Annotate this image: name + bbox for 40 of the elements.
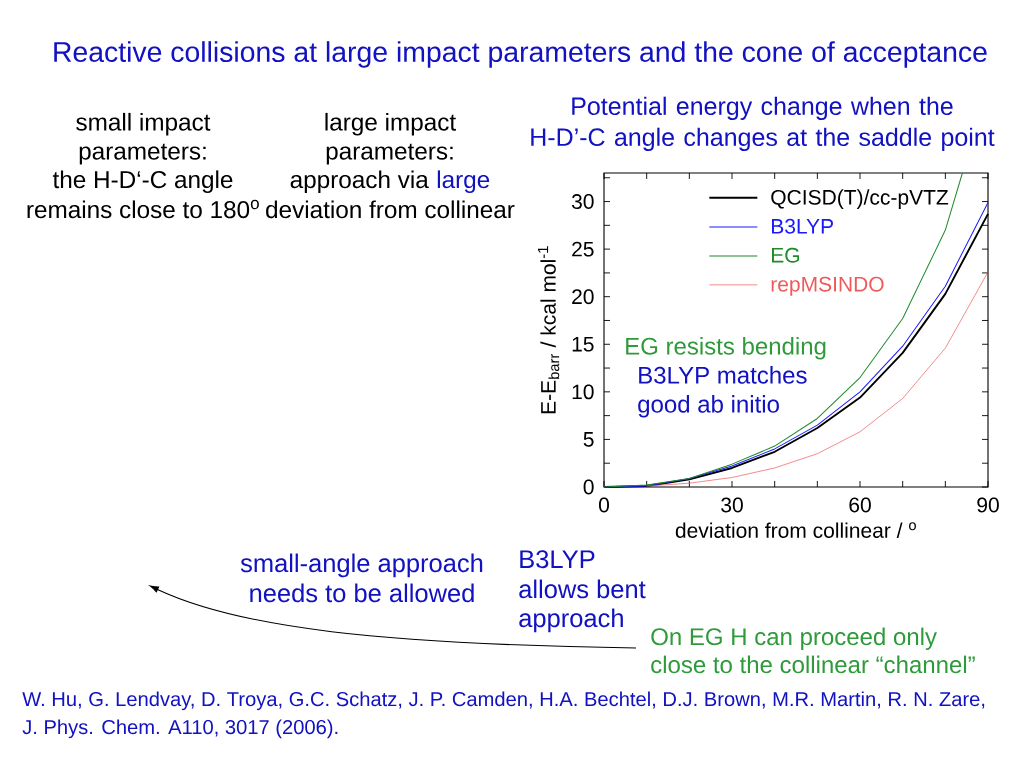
y-tick-label: 25 (572, 241, 594, 257)
y-tick-label: 15 (572, 336, 594, 352)
y-tick-label: 20 (572, 289, 594, 305)
text: the H-D‘-C angle (52, 170, 233, 194)
text: small-angle approach (240, 553, 483, 578)
y-tick-label: 5 (583, 432, 594, 447)
legend-label: EG (771, 247, 800, 263)
x-tick-label: 90 (977, 497, 999, 513)
y-tick-label: 30 (571, 194, 594, 209)
legend-label: QCISD(T)/cc-pVTZ (771, 189, 949, 209)
chart-subtitle: Potential energy change when the H-D’-C angle changes at the saddle point (531, 96, 995, 151)
text: allows bent (519, 579, 646, 599)
y-tick-label: 0 (583, 479, 594, 495)
x-tick-label: 0 (598, 497, 610, 513)
text: large (437, 170, 490, 194)
text: W. Hu, G. Lendvay, D. Troya, G.C. Schatz, J. P. Camden, H.A. Bechtel, D.J. Brown, M.R. Martin, R. N. Zare, (22, 691, 985, 711)
text: large impact (325, 112, 456, 136)
annotation: good ab initio (638, 395, 779, 418)
text: parameters: (79, 143, 206, 165)
text: small impact (76, 112, 211, 136)
text: needs to be allowed (250, 583, 474, 603)
x-tick-label: 60 (849, 497, 871, 513)
legend-label: repMSINDO (771, 276, 884, 296)
text: close to the collinear “channel” (651, 655, 975, 674)
chart-title: Reactive collisions at large impact parameters and the cone of acceptance (54, 41, 987, 68)
y-tick-label: 10 (572, 384, 594, 400)
legend-label: B3LYP (771, 218, 833, 234)
annotation: EG resists bending (626, 337, 826, 360)
text: J. Phys. Chem. A110, 3017 (2006). (22, 719, 338, 739)
text: On EG H can proceed only (651, 627, 937, 650)
x-tick-label: 30 (721, 497, 743, 513)
y-axis-title: E-E$_{barr}$ / kcal mol$^{-1}$ (537, 246, 560, 414)
x-axis-title: deviation from collinear / $^{o}$ (675, 522, 916, 538)
text: approach via (290, 170, 429, 194)
text: B3LYP (520, 550, 595, 569)
text: deviation from collinear (266, 200, 515, 219)
text: parameters: (326, 143, 453, 165)
annotation: B3LYP matches (639, 366, 807, 384)
text: remains close to 180$^{o}$ (27, 199, 259, 219)
text: approach (519, 608, 623, 633)
